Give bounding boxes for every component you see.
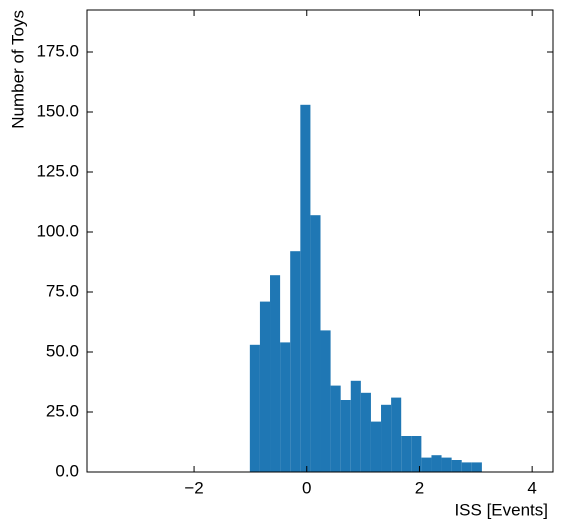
bar (290, 251, 301, 472)
y-axis-label: Number of Toys (8, 10, 27, 129)
bar (300, 104, 311, 473)
bar (330, 385, 341, 472)
y-tick-label: 175.0 (36, 41, 79, 60)
bar (320, 330, 331, 472)
y-tick-label: 25.0 (46, 401, 79, 420)
bar (310, 215, 321, 472)
bar (270, 275, 281, 472)
y-tick-label: 50.0 (46, 341, 79, 360)
bar (350, 380, 361, 472)
bar (461, 462, 472, 472)
bar (431, 455, 442, 472)
bar (370, 421, 382, 472)
bar (401, 436, 412, 472)
x-axis-label: ISS [Events] (454, 500, 548, 519)
y-tick-label: 0.0 (55, 461, 79, 480)
bar (340, 400, 351, 472)
bar (441, 457, 452, 472)
bar (411, 436, 422, 472)
y-tick-label: 75.0 (46, 281, 79, 300)
x-tick-label: 0 (302, 478, 311, 497)
y-tick-label: 150.0 (36, 101, 79, 120)
y-tick-label: 125.0 (36, 161, 79, 180)
bar (421, 457, 432, 472)
bar (360, 392, 371, 472)
bar (381, 404, 392, 472)
bar (391, 397, 402, 472)
bar (471, 462, 482, 472)
x-tick-label: −2 (184, 478, 203, 497)
plot-frame (86, 9, 554, 473)
bar (280, 342, 291, 472)
bar (249, 344, 260, 472)
bar (259, 301, 271, 472)
x-tick-label: 2 (415, 478, 424, 497)
x-tick-label: 4 (527, 478, 536, 497)
y-tick-label: 100.0 (36, 221, 79, 240)
bar (451, 460, 462, 472)
